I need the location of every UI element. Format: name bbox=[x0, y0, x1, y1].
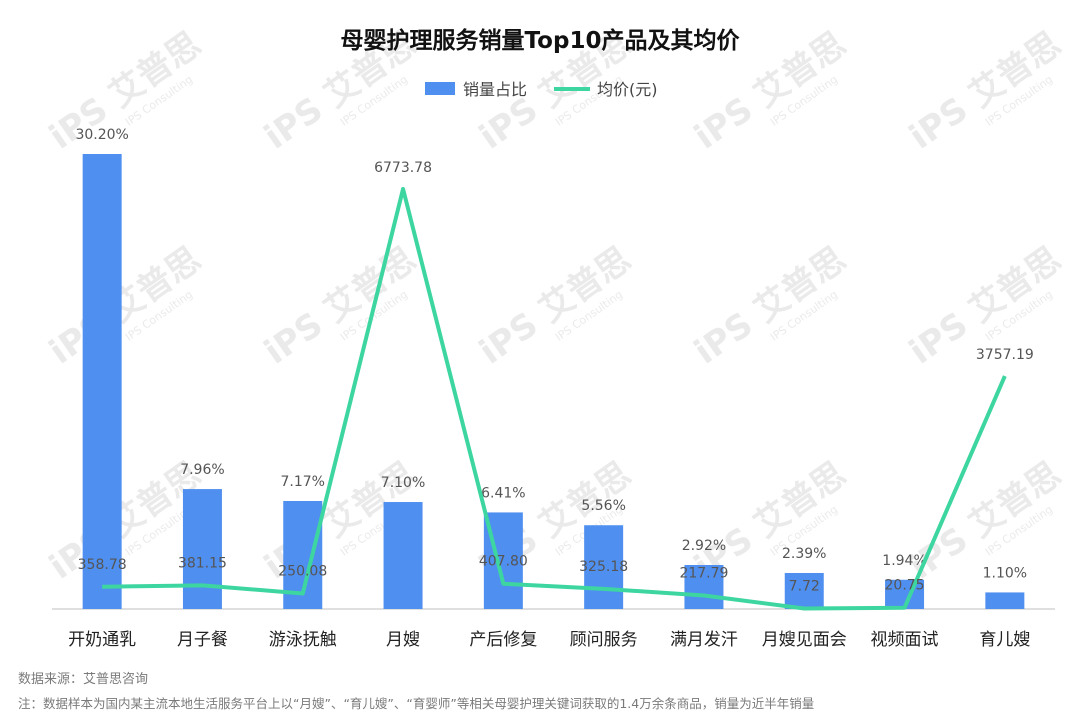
price-value-label: 7.72 bbox=[789, 579, 820, 595]
legend-item-bar: 销量占比 bbox=[425, 80, 527, 99]
bar bbox=[383, 502, 423, 609]
x-tick-label: 育儿嫂 bbox=[979, 630, 1030, 650]
x-tick-label: 月嫂见面会 bbox=[762, 630, 847, 650]
bar-value-label: 2.39% bbox=[782, 546, 826, 562]
x-tick-label: 产后修复 bbox=[469, 630, 537, 650]
x-axis-tick-labels: 开奶通乳 月子餐 游泳抚触 月嫂 产后修复 顾问服务 满月发汗 月嫂见面会 视频面试 育儿嫂 bbox=[68, 630, 1030, 650]
footnote: 注：数据样本为国内某主流本地生活服务平台上以“月嫂”、“育儿嫂”、“育婴师”等相… bbox=[18, 696, 815, 711]
bar-value-label: 5.56% bbox=[581, 498, 625, 514]
price-value-label: 6773.78 bbox=[374, 160, 432, 176]
bar-value-label: 2.92% bbox=[682, 538, 726, 554]
price-value-label: 250.08 bbox=[278, 563, 327, 579]
price-value-label: 407.80 bbox=[479, 554, 528, 570]
legend-label-line: 均价(元) bbox=[597, 80, 658, 99]
x-tick-label: 月嫂 bbox=[386, 630, 420, 650]
line-series: 358.78 381.15 250.08 6773.78 407.80 325.18 217… bbox=[78, 160, 1034, 611]
legend-item-line: 均价(元) bbox=[554, 80, 658, 99]
bar bbox=[784, 572, 824, 609]
bar bbox=[182, 489, 222, 609]
bar bbox=[82, 154, 122, 609]
x-tick-label: 开奶通乳 bbox=[68, 630, 136, 650]
price-value-label: 381.15 bbox=[178, 555, 227, 571]
legend-label-bar: 销量占比 bbox=[463, 80, 527, 99]
bar-value-label: 1.94% bbox=[882, 553, 926, 569]
bar-value-label: 1.10% bbox=[983, 565, 1027, 581]
x-tick-label: 视频面试 bbox=[871, 630, 939, 650]
x-tick-label: 月子餐 bbox=[177, 630, 228, 650]
bar bbox=[985, 592, 1025, 609]
bar-value-label: 6.41% bbox=[481, 485, 525, 501]
bar-series: 30.20% 7.96% 7.17% 7.10% 6.41% 5.56% 2.92% 2.39… bbox=[75, 127, 1027, 609]
price-value-label: 325.18 bbox=[579, 559, 628, 575]
x-tick-label: 顾问服务 bbox=[570, 630, 638, 650]
bar-value-label: 7.96% bbox=[180, 462, 224, 478]
price-value-label: 3757.19 bbox=[976, 347, 1034, 363]
x-tick-label: 游泳抚触 bbox=[269, 630, 337, 650]
price-value-label: 20.75 bbox=[885, 578, 925, 594]
bar bbox=[684, 565, 724, 609]
chart-title: 母婴护理服务销量Top10产品及其均价 bbox=[341, 27, 741, 54]
bar-value-label: 30.20% bbox=[75, 127, 128, 143]
price-value-label: 358.78 bbox=[78, 557, 127, 573]
price-value-label: 217.79 bbox=[679, 565, 728, 581]
x-tick-label: 满月发汗 bbox=[670, 630, 738, 650]
price-line bbox=[102, 187, 1007, 611]
bar bbox=[584, 525, 624, 609]
bar-value-label: 7.10% bbox=[381, 475, 425, 491]
source-note: 数据来源：艾普思咨询 bbox=[18, 672, 149, 687]
legend: 销量占比 均价(元) bbox=[425, 80, 658, 99]
bar-value-label: 7.17% bbox=[281, 474, 325, 490]
legend-swatch-bar bbox=[425, 82, 455, 95]
